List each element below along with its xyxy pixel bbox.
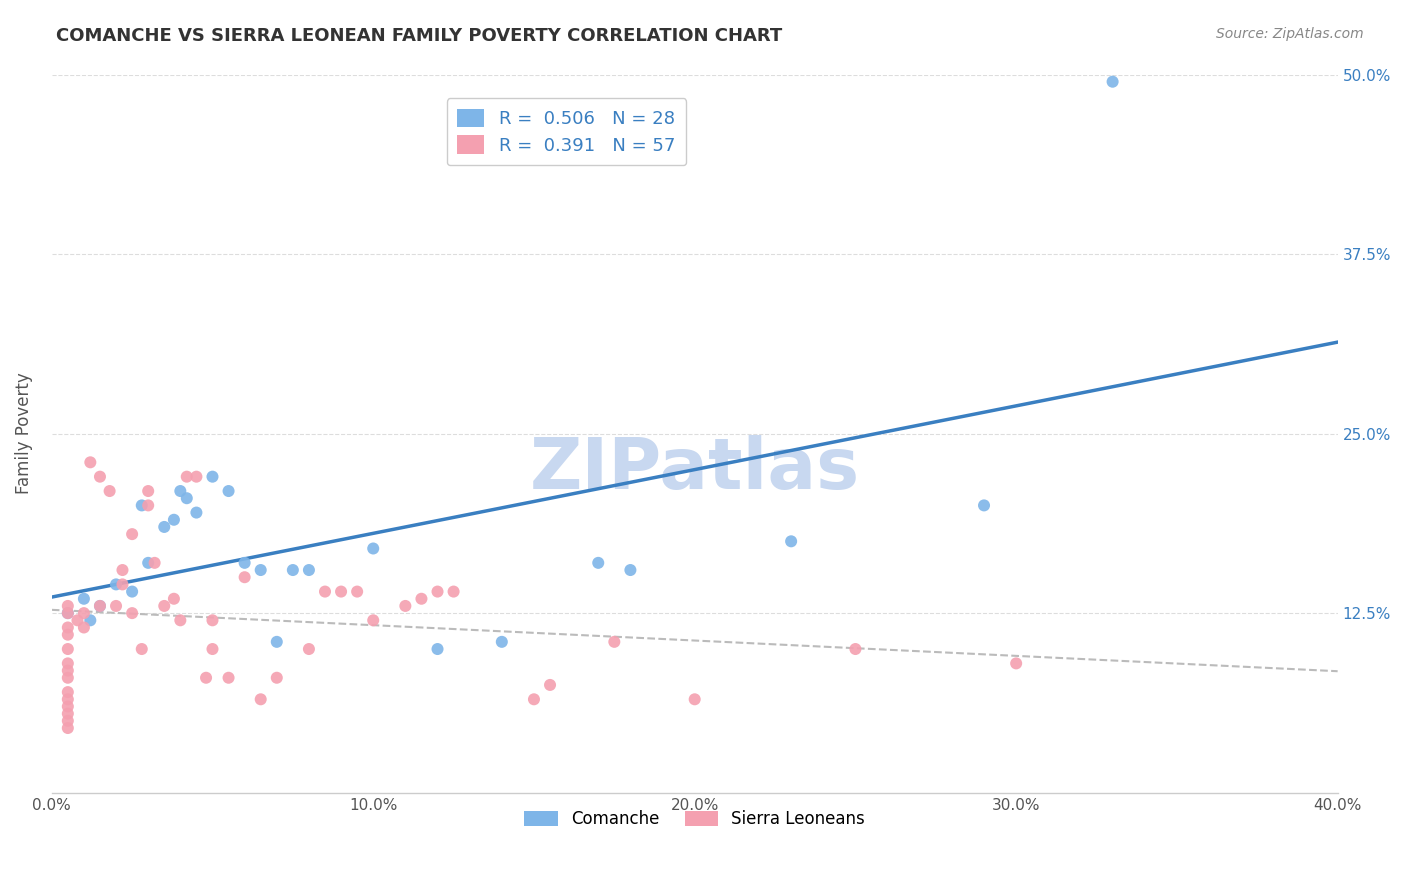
Point (218, 483, 240, 498)
Point (56, 657, 79, 671)
Point (298, 563, 321, 577)
Point (66, 613, 89, 627)
Point (136, 483, 159, 498)
Point (249, 563, 271, 577)
Point (586, 556, 609, 570)
Point (98, 483, 121, 498)
Point (201, 613, 224, 627)
Point (1101, 75, 1123, 89)
Point (56, 721, 79, 735)
Point (56, 706, 79, 721)
Point (56, 642, 79, 657)
Point (411, 591, 433, 606)
Point (136, 556, 159, 570)
Point (56, 699, 79, 714)
Point (111, 563, 134, 577)
Point (73, 606, 96, 620)
Point (186, 469, 208, 483)
Point (169, 483, 191, 498)
Point (73, 591, 96, 606)
Point (131, 499, 153, 513)
Point (233, 570, 256, 584)
Point (169, 613, 191, 627)
Point (346, 584, 368, 599)
Point (491, 635, 513, 649)
Point (176, 469, 198, 483)
Point (153, 599, 176, 613)
Point (73, 620, 96, 634)
Point (233, 556, 256, 570)
Point (163, 591, 186, 606)
Point (56, 599, 79, 613)
Point (105, 577, 128, 591)
Point (153, 520, 176, 534)
Point (56, 606, 79, 620)
Point (56, 714, 79, 728)
Point (56, 692, 79, 706)
Point (111, 577, 134, 591)
Point (56, 606, 79, 620)
Point (79, 613, 101, 627)
Point (105, 599, 128, 613)
Point (121, 584, 143, 599)
Point (121, 527, 143, 541)
Legend: Comanche, Sierra Leoneans: Comanche, Sierra Leoneans (517, 804, 872, 835)
Point (281, 563, 304, 577)
Point (176, 491, 198, 506)
Point (973, 499, 995, 513)
Point (56, 664, 79, 678)
Point (143, 556, 166, 570)
Point (136, 499, 159, 513)
Point (79, 455, 101, 469)
Point (266, 635, 288, 649)
Point (195, 671, 218, 685)
Point (394, 599, 416, 613)
Point (218, 671, 240, 685)
Point (314, 584, 336, 599)
Point (538, 678, 561, 692)
Text: Source: ZipAtlas.com: Source: ZipAtlas.com (1216, 27, 1364, 41)
Point (298, 642, 321, 657)
Point (89, 599, 111, 613)
Point (1005, 657, 1028, 671)
Point (131, 642, 153, 657)
Point (201, 469, 224, 483)
Point (266, 671, 288, 685)
Text: ZIPatlas: ZIPatlas (530, 435, 859, 504)
Point (330, 584, 353, 599)
Point (361, 613, 384, 627)
Point (121, 606, 143, 620)
Point (201, 642, 224, 657)
Point (361, 541, 384, 556)
Point (780, 534, 803, 549)
Point (56, 685, 79, 699)
Point (249, 692, 271, 706)
Point (523, 692, 546, 706)
Point (443, 584, 465, 599)
Point (426, 584, 449, 599)
Point (603, 635, 626, 649)
Y-axis label: Family Poverty: Family Poverty (15, 373, 32, 494)
Point (426, 642, 449, 657)
Point (56, 620, 79, 634)
Point (163, 513, 186, 527)
Point (683, 692, 706, 706)
Point (844, 642, 866, 657)
Text: COMANCHE VS SIERRA LEONEAN FAMILY POVERTY CORRELATION CHART: COMANCHE VS SIERRA LEONEAN FAMILY POVERT… (56, 27, 783, 45)
Point (89, 469, 111, 483)
Point (89, 599, 111, 613)
Point (56, 628, 79, 642)
Point (619, 563, 641, 577)
Point (56, 671, 79, 685)
Point (186, 506, 208, 520)
